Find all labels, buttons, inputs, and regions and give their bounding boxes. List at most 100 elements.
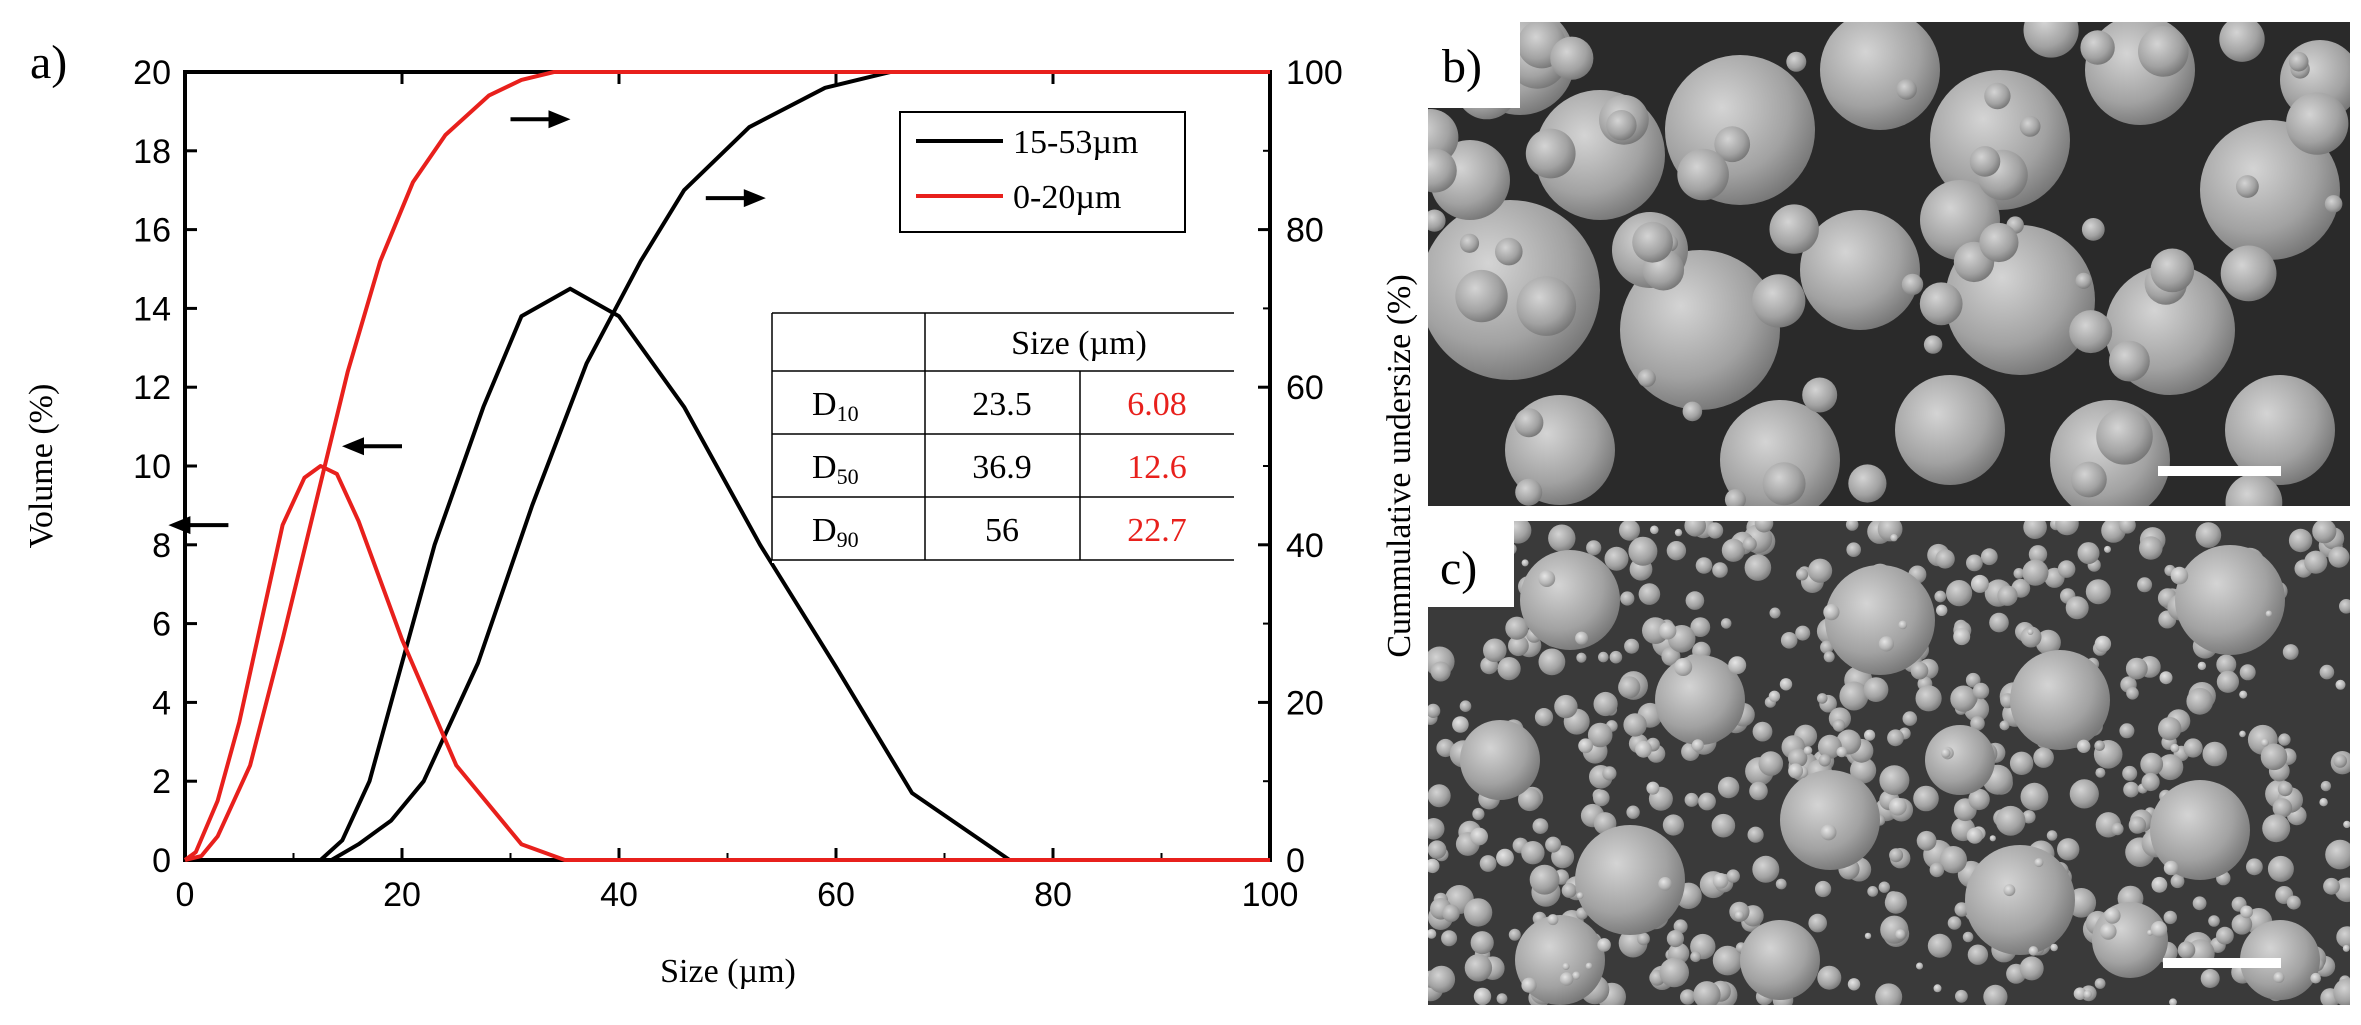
particle bbox=[2225, 375, 2335, 485]
satellite-particle bbox=[1890, 534, 1898, 542]
particle bbox=[2020, 782, 2049, 811]
y-left-tick-label: 10 bbox=[133, 448, 171, 486]
satellite-particle bbox=[1658, 877, 1672, 891]
satellite-particle bbox=[1820, 824, 1837, 841]
particle bbox=[1808, 558, 1833, 583]
satellite-particle bbox=[1936, 604, 1948, 616]
particle bbox=[2065, 596, 2089, 620]
satellite-particle bbox=[2034, 858, 2044, 868]
satellite-particle bbox=[1585, 962, 1593, 970]
particle bbox=[1460, 720, 1540, 800]
particle bbox=[1618, 676, 1641, 699]
satellite-particle bbox=[2073, 987, 2087, 1000]
particle bbox=[1638, 583, 1661, 605]
particle bbox=[1554, 694, 1578, 719]
particle bbox=[1695, 557, 1713, 574]
satellite-particle bbox=[1428, 858, 1440, 874]
particle bbox=[1823, 651, 1835, 663]
particle bbox=[1673, 919, 1688, 934]
satellite-particle bbox=[2273, 972, 2285, 983]
particle bbox=[1624, 638, 1640, 654]
particle bbox=[1817, 693, 1828, 704]
satellite-particle bbox=[2239, 690, 2248, 699]
particle bbox=[2319, 664, 2335, 680]
particle bbox=[2175, 545, 2285, 655]
particle bbox=[1548, 524, 1576, 552]
table-row-label: D50 bbox=[812, 449, 859, 489]
particle bbox=[1632, 221, 1673, 263]
particle bbox=[2128, 816, 2147, 834]
particle bbox=[1508, 635, 1529, 657]
satellite-particle bbox=[2094, 635, 2112, 653]
particle bbox=[1786, 51, 1807, 72]
satellite-particle bbox=[2170, 566, 2189, 585]
y-left-tick-label: 2 bbox=[152, 763, 171, 801]
particle bbox=[2186, 687, 2214, 715]
table-row-label: D90 bbox=[812, 512, 859, 552]
particle bbox=[1721, 538, 1745, 562]
particle bbox=[1693, 981, 1721, 1005]
particle bbox=[1880, 915, 1909, 944]
particle bbox=[1818, 754, 1832, 767]
satellite-particle bbox=[1674, 528, 1683, 537]
x-tick-label: 100 bbox=[1242, 876, 1299, 914]
particle bbox=[2202, 741, 2228, 767]
particle bbox=[2118, 521, 2136, 534]
particle bbox=[1428, 840, 1447, 859]
particle bbox=[2220, 245, 2277, 302]
particle bbox=[1455, 269, 1508, 323]
y-left-tick-label: 6 bbox=[152, 606, 171, 644]
particle bbox=[1848, 464, 1887, 503]
satellite-particle bbox=[1864, 729, 1876, 741]
satellite-particle bbox=[1888, 797, 1907, 816]
particle bbox=[2022, 559, 2049, 586]
series-line-volume-2 bbox=[183, 464, 1270, 862]
particle bbox=[2177, 941, 2196, 959]
particle bbox=[1505, 616, 1529, 640]
legend: 15-53µm 0-20µm bbox=[899, 111, 1186, 233]
legend-label-0-20: 0-20µm bbox=[1013, 179, 1121, 216]
chart-plot: 0 20 40 60 80 100 0 2 4 6 8 10 12 14 16 18 20 0 20 40 60 80… bbox=[133, 54, 1343, 914]
particle bbox=[1863, 677, 1889, 702]
particle bbox=[1593, 691, 1618, 717]
particle bbox=[1758, 751, 1784, 776]
satellite-particle bbox=[1646, 781, 1660, 795]
particle bbox=[1626, 805, 1640, 819]
particle bbox=[1495, 237, 1523, 266]
panel-label-a: a) bbox=[30, 36, 67, 89]
satellite-particle bbox=[1659, 622, 1677, 640]
arrow-head bbox=[743, 189, 766, 208]
y-right-tick-label: 80 bbox=[1286, 212, 1324, 250]
satellite-particle bbox=[1650, 525, 1659, 535]
particle bbox=[1935, 549, 1955, 569]
satellite-particle bbox=[1970, 574, 1989, 593]
particle bbox=[1913, 785, 1939, 812]
particle bbox=[2055, 521, 2079, 536]
satellite-particle bbox=[2239, 730, 2246, 738]
series-line-cumulative-3 bbox=[184, 70, 1270, 862]
x-tick-label: 60 bbox=[817, 876, 855, 914]
size-table: Size (µm) D10 23.5 6.08 D50 36.9 12.6 D9… bbox=[771, 312, 1234, 563]
particle bbox=[1576, 652, 1587, 663]
particle bbox=[2288, 528, 2313, 553]
particle bbox=[1514, 408, 1544, 438]
particle bbox=[2077, 542, 2100, 565]
particle bbox=[1930, 70, 2070, 210]
particle bbox=[1972, 682, 1990, 700]
satellite-particle bbox=[1728, 656, 1747, 675]
particle bbox=[1744, 554, 1772, 581]
satellite-particle bbox=[1496, 848, 1514, 867]
satellite-particle bbox=[1691, 739, 1704, 752]
particle bbox=[1428, 148, 1457, 193]
particle bbox=[1895, 375, 2005, 485]
x-tick-label: 80 bbox=[1034, 876, 1072, 914]
satellite-particle bbox=[2083, 990, 2092, 999]
satellite-particle bbox=[2335, 679, 2346, 690]
particle bbox=[1726, 869, 1740, 883]
satellite-particle bbox=[2150, 921, 2168, 938]
particle bbox=[1707, 522, 1724, 539]
particle bbox=[1609, 650, 1623, 664]
satellite-particle bbox=[1768, 690, 1781, 702]
particle bbox=[2141, 772, 2160, 792]
particle bbox=[1749, 781, 1768, 801]
